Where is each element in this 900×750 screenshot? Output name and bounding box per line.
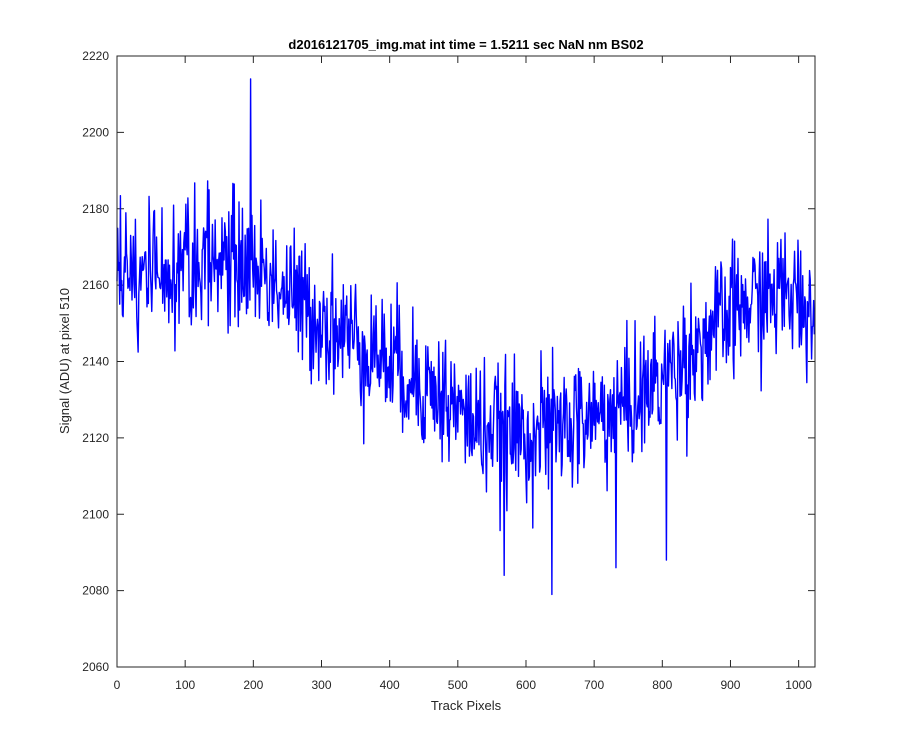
signal-series-line [116,78,816,596]
y-tick-label: 2220 [82,49,109,63]
y-tick-label: 2120 [82,431,109,445]
x-tick-label: 900 [720,678,740,692]
axes-box [116,55,816,668]
y-tick-labels: 2060 2080 2100 2120 2140 2160 2180 2200 2220 [82,49,109,674]
y-tick-label: 2100 [82,507,109,521]
x-tick-label: 700 [584,678,604,692]
x-tick-label: 1000 [785,678,812,692]
x-tick-labels: 0 100 200 300 400 500 600 700 800 900 1000 [114,678,813,692]
y-tick-label: 2080 [82,584,109,598]
y-tick-label: 2140 [82,355,109,369]
x-tick-label: 500 [448,678,468,692]
x-tick-label: 600 [516,678,536,692]
y-tick-label: 2060 [82,660,109,674]
x-axis-ticks [116,56,800,667]
y-tick-label: 2180 [82,202,109,216]
x-tick-label: 0 [114,678,121,692]
y-tick-label: 2200 [82,125,109,139]
x-tick-label: 800 [652,678,672,692]
x-tick-label: 200 [243,678,263,692]
chart-title: d2016121705_img.mat int time = 1.5211 se… [288,37,643,52]
y-tick-label: 2160 [82,278,109,292]
axes-background [117,56,815,667]
x-tick-label: 300 [311,678,331,692]
plot-area [116,78,816,596]
x-axis-title: Track Pixels [431,698,502,713]
x-tick-label: 100 [175,678,195,692]
y-axis-title: Signal (ADU) at pixel 510 [57,288,72,434]
x-tick-label: 400 [380,678,400,692]
